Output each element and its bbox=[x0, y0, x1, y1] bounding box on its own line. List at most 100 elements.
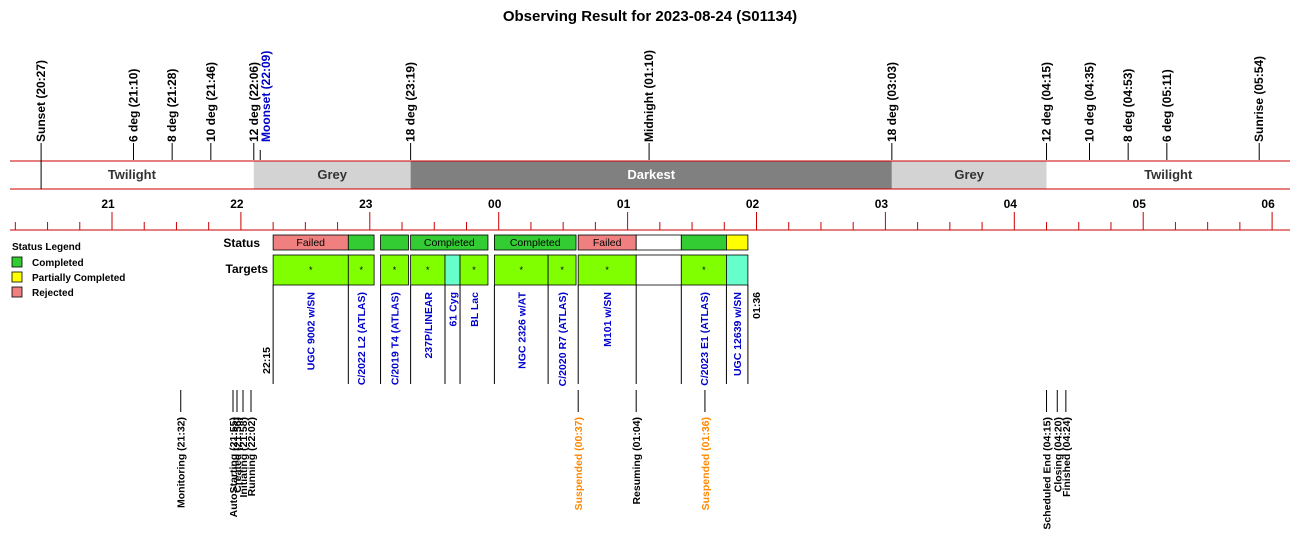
system-event-label: Initiating (21:58) bbox=[238, 417, 250, 498]
target-block bbox=[347, 254, 375, 286]
legend-item-label: Rejected bbox=[32, 288, 74, 299]
target-block bbox=[494, 254, 549, 286]
system-event-label: AutoStarting (21:55) bbox=[228, 417, 240, 517]
status-segment bbox=[380, 234, 409, 251]
target-mark: * bbox=[426, 265, 430, 275]
time-axis: 21 22 23 00 01 02 03 04 05 06 bbox=[10, 160, 1290, 231]
legend-swatch bbox=[11, 256, 23, 268]
target-block bbox=[459, 254, 489, 286]
sky-event-label: 18 deg (23:19) bbox=[404, 62, 418, 142]
hour-tick-label: 02 bbox=[746, 197, 760, 211]
system-event-label: Created (21:56) bbox=[232, 417, 244, 493]
hour-tick-label: 01 bbox=[617, 197, 631, 211]
sky-event-label: Midnight (01:10) bbox=[642, 50, 656, 142]
target-mark: * bbox=[472, 265, 476, 275]
sky-band-twilight bbox=[1046, 161, 1290, 189]
sky-band-label: Twilight bbox=[108, 167, 157, 182]
sky-event-label: 10 deg (21:46) bbox=[204, 62, 218, 142]
system-event-label: Closing (04:20) bbox=[1052, 417, 1064, 492]
target-mark: * bbox=[702, 265, 706, 275]
status-legend: Status Legend Completed Partially Complete… bbox=[11, 242, 125, 299]
system-event-label: Monitoring (21:32) bbox=[176, 417, 188, 508]
status-segment bbox=[726, 234, 749, 251]
sky-events: Sunset (20:27) 6 deg (21:10) 8 deg (21:28)… bbox=[34, 50, 1266, 189]
target-name: C/2019 T4 (ATLAS) bbox=[390, 292, 402, 385]
target-name: M101 w/SN bbox=[602, 292, 614, 347]
system-event-label: Suspended (01:36) bbox=[700, 417, 712, 510]
target-name: UGC 9002 w/SN bbox=[306, 292, 318, 370]
target-block bbox=[444, 254, 461, 286]
target-block bbox=[272, 254, 349, 286]
status-segment bbox=[410, 234, 489, 251]
window-start-label: 22:15 bbox=[261, 347, 273, 374]
target-block bbox=[380, 254, 409, 286]
sky-band-grey bbox=[891, 161, 1047, 189]
status-row-label: Status bbox=[223, 236, 260, 250]
status-segment-label: Completed bbox=[510, 237, 561, 249]
sky-band-darkest bbox=[410, 161, 892, 189]
system-event-label: Scheduled End (04:15) bbox=[1042, 417, 1054, 530]
status-segment bbox=[347, 234, 375, 251]
legend-item-label: Completed bbox=[32, 258, 84, 269]
sky-bands: Twilight Grey Darkest Grey Twilight bbox=[10, 161, 1290, 189]
hour-tick-label: 23 bbox=[359, 197, 373, 211]
sky-event-label: Sunset (20:27) bbox=[34, 60, 48, 142]
hour-tick-label: 00 bbox=[488, 197, 502, 211]
system-event-label: Running (22:02) bbox=[246, 417, 258, 496]
hour-tick-label: 06 bbox=[1261, 197, 1275, 211]
hour-tick-label: 04 bbox=[1004, 197, 1018, 211]
target-name: C/2023 E1 (ATLAS) bbox=[699, 292, 711, 386]
target-name: NGC 2326 w/AT bbox=[516, 291, 528, 368]
hour-tick-label: 22 bbox=[230, 197, 244, 211]
target-mark: * bbox=[560, 265, 564, 275]
sky-band-label: Twilight bbox=[1144, 167, 1193, 182]
target-mark: * bbox=[519, 265, 523, 275]
legend-swatch bbox=[11, 286, 23, 298]
target-block bbox=[680, 254, 727, 286]
sky-band-twilight bbox=[10, 161, 254, 189]
target-name: BL Lac bbox=[469, 292, 481, 327]
target-name: UGC 12639 w/SN bbox=[732, 292, 744, 376]
sky-event-label: Sunrise (05:54) bbox=[1252, 56, 1266, 142]
target-mark: * bbox=[359, 265, 363, 275]
target-name: C/2020 R7 (ATLAS) bbox=[557, 292, 569, 386]
target-block bbox=[577, 254, 637, 286]
legend-swatch bbox=[11, 271, 23, 283]
status-segment bbox=[494, 234, 577, 251]
status-row: Status Failed Completed Completed Failed bbox=[223, 234, 749, 251]
status-segment-label: Failed bbox=[296, 237, 325, 249]
legend-title: Status Legend bbox=[12, 242, 81, 253]
window-end-label: 01:36 bbox=[751, 292, 763, 319]
sky-event-label: 18 deg (03:03) bbox=[885, 62, 899, 142]
hour-tick-label: 05 bbox=[1133, 197, 1147, 211]
target-mark: * bbox=[605, 265, 609, 275]
sky-event-label: 10 deg (04:35) bbox=[1082, 62, 1096, 142]
status-segment-label: Completed bbox=[424, 237, 475, 249]
sky-event-label: Moonset (22:09) bbox=[259, 51, 273, 142]
sky-event-label: 6 deg (21:10) bbox=[126, 69, 140, 142]
targets-row: Targets * UGC 9002 w/SN * C/2022 L2 (ATLAS) *… bbox=[226, 254, 763, 386]
system-event-label: Suspended (00:37) bbox=[573, 417, 585, 510]
target-block bbox=[547, 254, 577, 286]
sky-band-label: Grey bbox=[317, 167, 347, 182]
target-name: 61 Cyg bbox=[448, 292, 460, 326]
targets-row-label: Targets bbox=[226, 262, 269, 276]
system-event-label: Resuming (01:04) bbox=[631, 417, 643, 505]
sky-band-grey bbox=[253, 161, 411, 189]
system-event-label: Finished (04:24) bbox=[1061, 417, 1073, 497]
sky-event-label: 8 deg (21:28) bbox=[165, 69, 179, 142]
status-segment-label: Failed bbox=[593, 237, 622, 249]
target-mark: * bbox=[309, 265, 313, 275]
sky-band-label: Darkest bbox=[627, 167, 675, 182]
target-block bbox=[635, 254, 682, 286]
hour-tick-label: 21 bbox=[101, 197, 115, 211]
target-block bbox=[726, 254, 749, 286]
chart-title: Observing Result for 2023-08-24 (S01134) bbox=[503, 8, 797, 25]
sky-event-label: 6 deg (05:11) bbox=[1160, 69, 1174, 142]
sky-event-label: 12 deg (04:15) bbox=[1040, 62, 1054, 142]
sky-band-label: Grey bbox=[954, 167, 984, 182]
legend-item-label: Partially Completed bbox=[32, 273, 125, 284]
status-segment bbox=[680, 234, 727, 251]
sky-event-label: 8 deg (04:53) bbox=[1121, 69, 1135, 142]
